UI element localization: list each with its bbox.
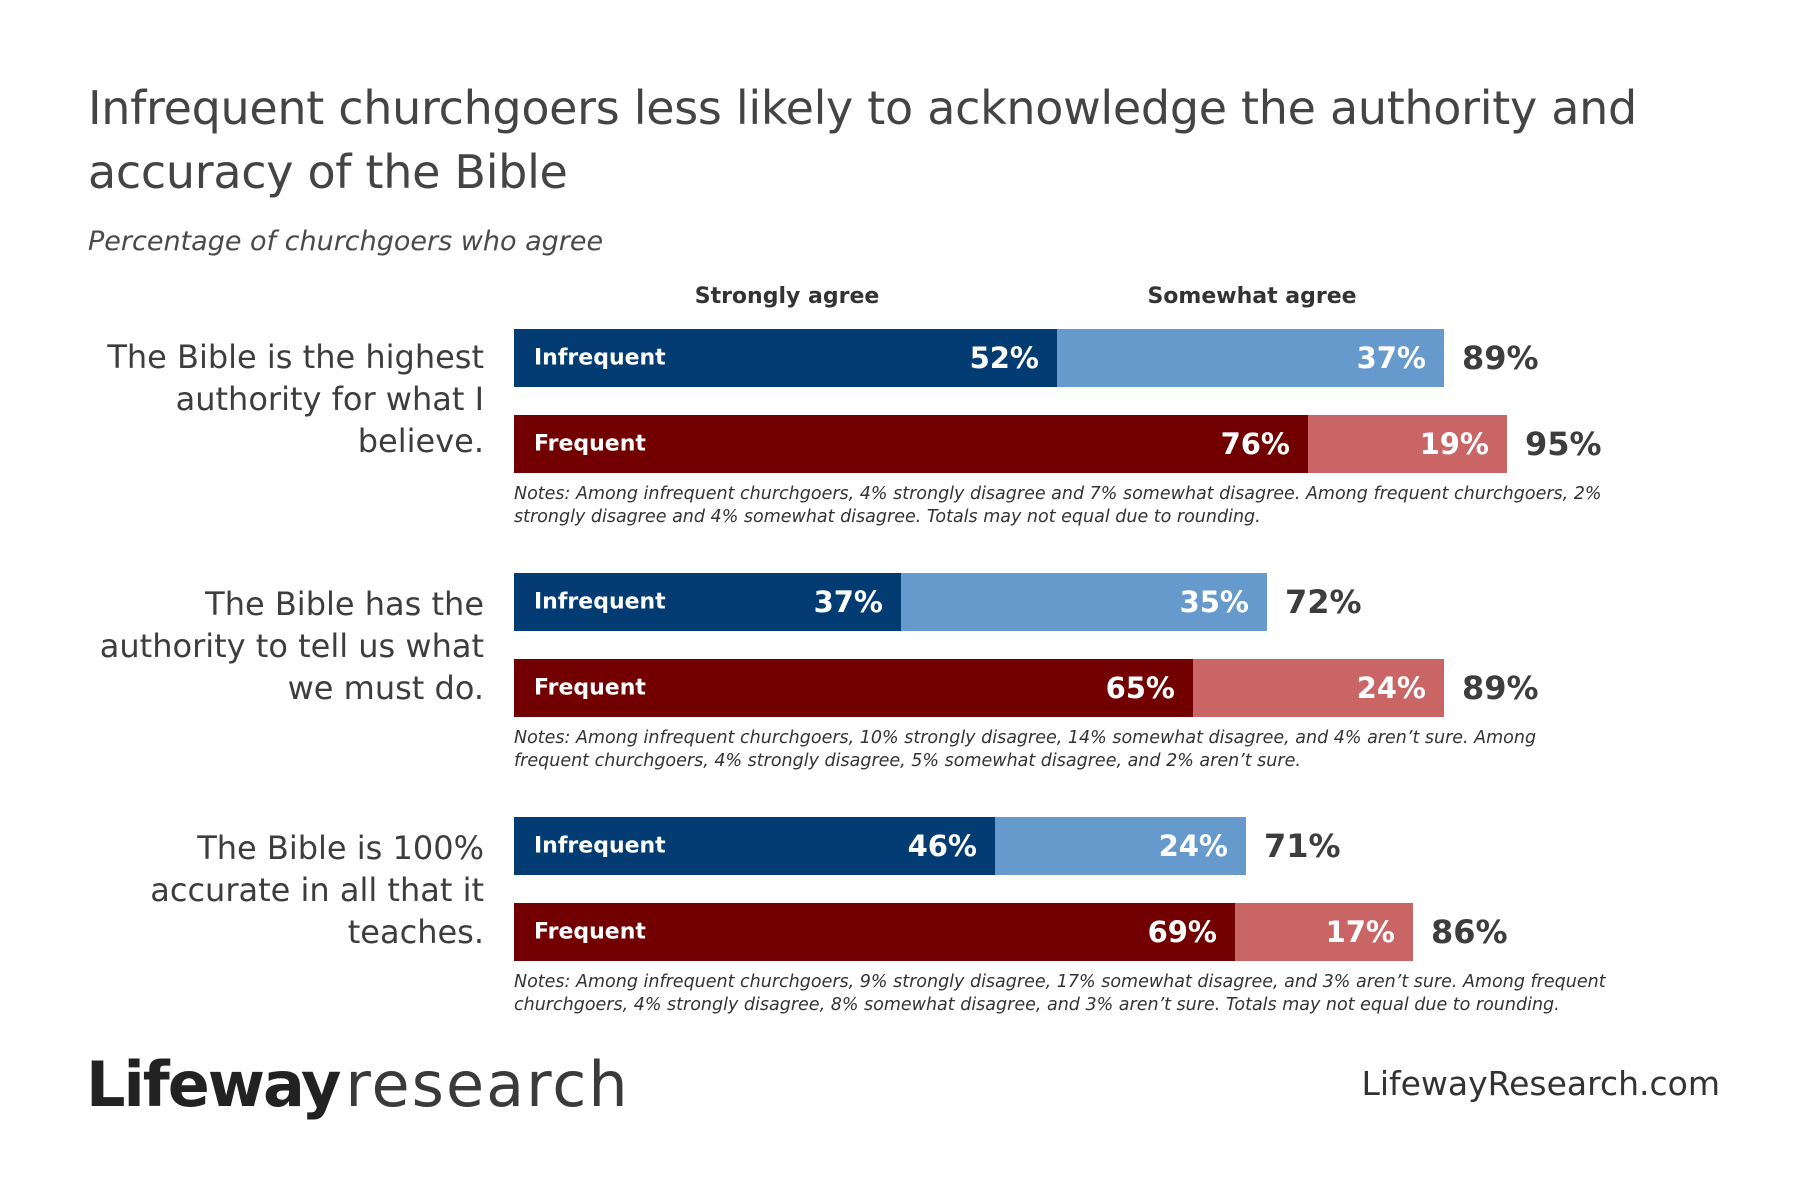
chart-subtitle: Percentage of churchgoers who agree	[88, 226, 604, 257]
statement-label: The Bible is the highest authority for w…	[107, 338, 484, 460]
data-label: 17%	[1325, 915, 1395, 949]
bar-segment-strongly-agree: Infrequent 37%	[514, 573, 901, 631]
total-label: 72%	[1285, 583, 1362, 621]
group-label: Infrequent	[534, 345, 666, 371]
data-label: 65%	[1105, 671, 1175, 705]
data-label: 46%	[907, 829, 977, 863]
website-url: LifewayResearch.com	[1361, 1064, 1720, 1103]
data-label: 35%	[1179, 585, 1249, 619]
bar-frequent: Frequent 65% 24%	[514, 659, 1444, 717]
legend-somewhat-agree: Somewhat agree	[1147, 284, 1357, 309]
bar-segment-somewhat-agree: 24%	[1193, 659, 1444, 717]
total-label: 71%	[1264, 827, 1341, 865]
group-label: Infrequent	[534, 589, 666, 615]
group-label: Frequent	[534, 431, 646, 457]
data-label: 52%	[969, 341, 1039, 375]
bar-infrequent: Infrequent 46% 24%	[514, 817, 1246, 875]
data-label: 37%	[1356, 341, 1426, 375]
bar-segment-strongly-agree: Frequent 69%	[514, 903, 1235, 961]
data-label: 24%	[1356, 671, 1426, 705]
data-label: 37%	[813, 585, 883, 619]
bar-frequent: Frequent 69% 17%	[514, 903, 1413, 961]
bar-segment-somewhat-agree: 37%	[1057, 329, 1444, 387]
lifeway-research-logo: Lifewayresearch	[86, 1050, 630, 1120]
bar-segment-somewhat-agree: 35%	[901, 573, 1267, 631]
group-label: Frequent	[534, 675, 646, 701]
statement-label: The Bible is 100% accurate in all that i…	[150, 829, 484, 951]
total-label: 86%	[1431, 913, 1508, 951]
note-text: Notes: Among infrequent churchgoers, 9% …	[514, 972, 1606, 1015]
bar-segment-strongly-agree: Infrequent 52%	[514, 329, 1057, 387]
logo-research: research	[345, 1048, 630, 1121]
chart-title: Infrequent churchgoers less likely to ac…	[88, 81, 1637, 199]
group-label: Frequent	[534, 919, 646, 945]
note-text: Notes: Among infrequent churchgoers, 4% …	[514, 484, 1602, 527]
bar-segment-somewhat-agree: 24%	[995, 817, 1246, 875]
bar-infrequent: Infrequent 37% 35%	[514, 573, 1267, 631]
bar-infrequent: Infrequent 52% 37%	[514, 329, 1444, 387]
bar-segment-somewhat-agree: 19%	[1308, 415, 1507, 473]
note-text: Notes: Among infrequent churchgoers, 10%…	[514, 728, 1537, 771]
bar-frequent: Frequent 76% 19%	[514, 415, 1507, 473]
statement-label: The Bible has the authority to tell us w…	[99, 585, 484, 707]
data-label: 76%	[1220, 427, 1290, 461]
legend-strongly-agree: Strongly agree	[694, 284, 880, 309]
bar-segment-strongly-agree: Frequent 65%	[514, 659, 1193, 717]
data-label: 69%	[1147, 915, 1217, 949]
logo-lifeway: Lifeway	[86, 1048, 341, 1121]
data-label: 24%	[1158, 829, 1228, 863]
group-label: Infrequent	[534, 833, 666, 859]
total-label: 89%	[1462, 669, 1539, 707]
bar-segment-strongly-agree: Infrequent 46%	[514, 817, 995, 875]
bar-segment-somewhat-agree: 17%	[1235, 903, 1413, 961]
total-label: 89%	[1462, 339, 1539, 377]
bar-segment-strongly-agree: Frequent 76%	[514, 415, 1308, 473]
data-label: 19%	[1419, 427, 1489, 461]
total-label: 95%	[1525, 425, 1602, 463]
